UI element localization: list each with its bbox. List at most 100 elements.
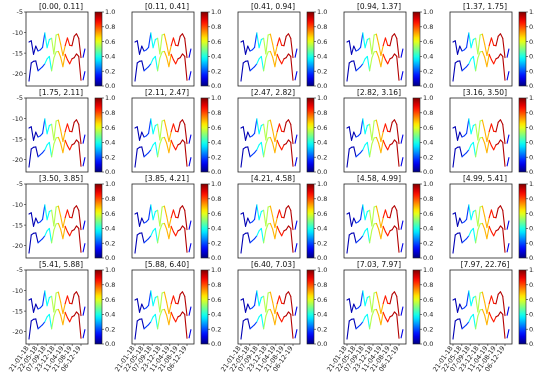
series-segment [42, 235, 46, 240]
series-segment [375, 205, 380, 217]
series-segment [66, 231, 71, 237]
panel-title: [7.97, 22.76] [461, 260, 510, 269]
series-segment [353, 232, 357, 244]
colorbar-tick-label: 0.8 [105, 109, 115, 117]
series-segment [389, 121, 393, 133]
series-segment [391, 225, 396, 231]
subplot-5: [1.37, 1.75] 0.0 0.2 0.4 0.6 0.8 1.0 [449, 2, 534, 90]
panel-title: [0.11, 0.41] [145, 2, 189, 11]
colorbar-tick-label: 0.6 [211, 124, 221, 132]
series-segment [42, 204, 46, 220]
series-segment [475, 143, 479, 158]
series-segment [258, 124, 262, 135]
series-segment [353, 45, 357, 52]
series-segment [470, 124, 474, 135]
series-segment [184, 55, 188, 81]
series-segment [39, 46, 44, 51]
series-line-2 [240, 222, 298, 254]
colorbar-tick-label: 0.4 [105, 139, 115, 147]
series-segment [470, 38, 474, 49]
series-segment [274, 45, 278, 57]
series-segment [272, 301, 276, 315]
series-segment [369, 295, 373, 313]
series-segment [256, 290, 260, 307]
colorbar-tick-label: 0.8 [211, 195, 221, 203]
series-segment [353, 60, 357, 72]
series-segment [42, 149, 46, 154]
colorbar-tick-label: 1.0 [211, 266, 221, 274]
series-segment [454, 40, 459, 55]
subplot-2: [0.11, 0.41] 0.0 0.2 0.4 0.6 0.8 1.0 [131, 2, 221, 90]
subplot-16: [5.41, 5.88] -5 -10 -15 -20 0.0 0.2 0.4 0.6 0.8 1.… [7, 260, 115, 373]
series-segment [60, 228, 64, 240]
colorbar [518, 269, 527, 345]
series-segment [157, 37, 161, 55]
series-segment [475, 57, 479, 72]
series-segment [380, 53, 384, 68]
series-segment [466, 290, 470, 306]
series-segment [276, 53, 280, 61]
series-tail [188, 48, 192, 58]
series-line-2 [240, 50, 298, 82]
series-segment [75, 119, 80, 125]
y-tick-label: -5 [17, 266, 23, 274]
series-segment [44, 32, 48, 49]
series-segment [378, 56, 382, 68]
series-segment [78, 37, 82, 59]
series-segment [32, 45, 37, 55]
series-segment [166, 314, 170, 326]
series-segment [362, 290, 366, 307]
series-line-1 [240, 32, 298, 59]
series-segment [459, 60, 463, 72]
series-segment [62, 131, 66, 143]
series-segment [396, 209, 400, 231]
series-segment [244, 131, 249, 141]
series-segment [57, 33, 62, 45]
colorbar-tick-label: 0.2 [317, 153, 327, 161]
series-segment [384, 317, 389, 323]
series-segment [150, 58, 154, 65]
series-segment [269, 119, 274, 131]
series-tail [400, 48, 404, 58]
series-segment [240, 234, 244, 254]
series-segment [244, 45, 249, 55]
series-segment [57, 291, 62, 303]
series-segment [490, 37, 495, 46]
series-segment [170, 37, 174, 47]
series-segment [269, 136, 274, 144]
series-segment [62, 53, 66, 68]
series-segment [481, 50, 486, 58]
colorbar [412, 97, 421, 173]
series-segment [44, 316, 48, 323]
series-segment [138, 45, 143, 55]
plot-frame [131, 11, 195, 87]
series-segment [170, 53, 174, 61]
series-segment [481, 291, 486, 303]
series-segment [172, 123, 177, 132]
colorbar-tick-label: 0.6 [105, 210, 115, 218]
colorbar-tick-label: 0.2 [211, 153, 221, 161]
series-tail [188, 134, 192, 144]
series-segment [468, 32, 472, 49]
series-segment [150, 316, 154, 323]
panel-title: [5.41, 5.88] [39, 260, 83, 269]
colorbar-tick-label: 0.4 [423, 139, 433, 147]
series-segment [484, 301, 488, 315]
series-segment [274, 131, 278, 143]
series-segment [254, 118, 258, 134]
series-segment [258, 210, 262, 221]
series-segment [184, 313, 188, 339]
series-segment [66, 209, 71, 218]
series-segment [64, 311, 68, 319]
series-segment [278, 123, 283, 132]
colorbar-tick-label: 0.4 [423, 311, 433, 319]
series-segment [393, 139, 398, 143]
series-segment [371, 223, 375, 231]
series-segment [499, 33, 504, 39]
series-segment [35, 217, 39, 224]
series-segment [350, 45, 355, 55]
colorbar-tick-label: 1.0 [317, 266, 327, 274]
series-segment [287, 119, 292, 125]
series-segment [181, 225, 186, 229]
y-tick-label: -15 [12, 221, 23, 229]
